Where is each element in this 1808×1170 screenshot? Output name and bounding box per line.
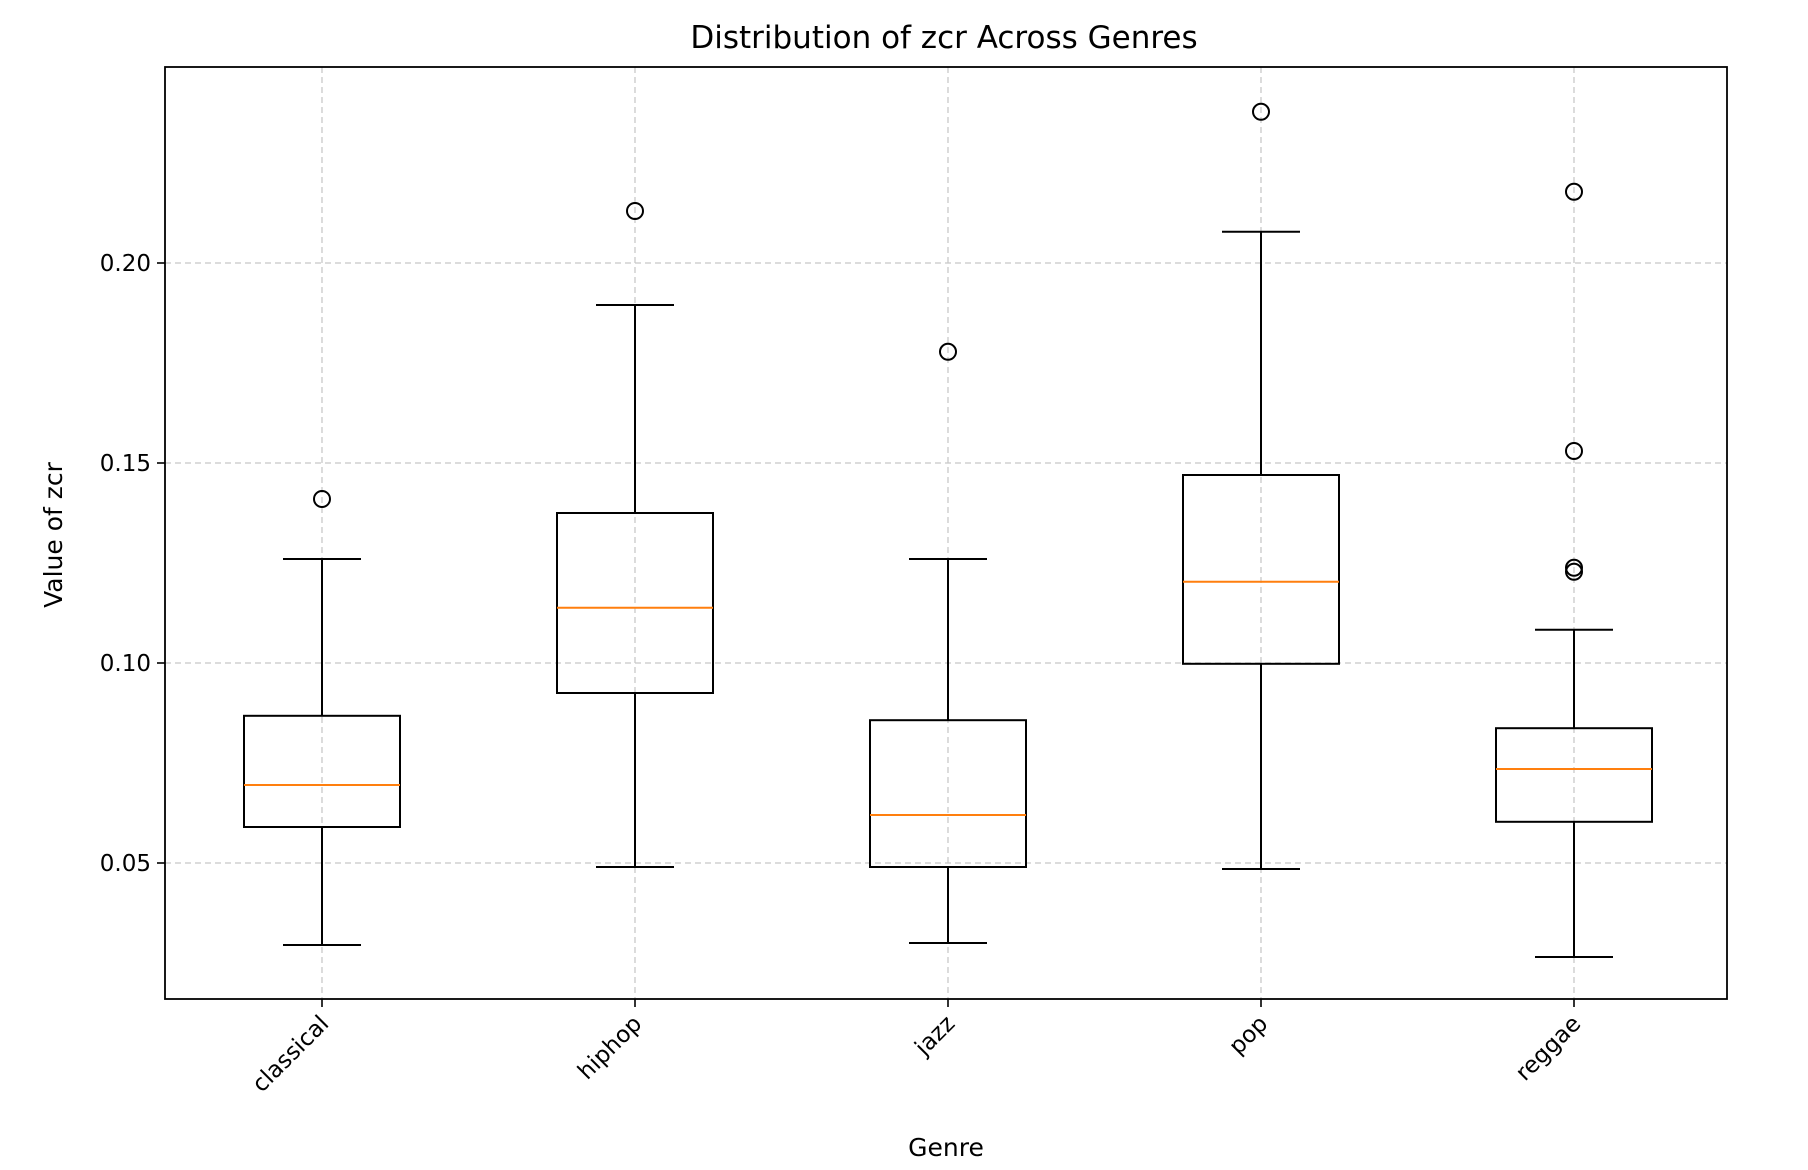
y-tick-label: 0.10 — [100, 651, 151, 677]
x-axis-label: Genre — [908, 1133, 984, 1162]
x-tick-label: reggae — [1511, 1011, 1586, 1086]
iqr-box — [1182, 474, 1340, 665]
box-group-hiphop — [556, 202, 714, 868]
boxes-layer — [243, 102, 1653, 958]
plot-frame — [164, 66, 1728, 1000]
box-group-reggae — [1495, 182, 1653, 958]
outlier-point — [939, 342, 957, 361]
chart-title: Distribution of zcr Across Genres — [690, 20, 1197, 56]
y-tick-label: 0.15 — [100, 451, 151, 477]
y-tick-label: 0.20 — [100, 251, 151, 277]
box-group-classical — [243, 490, 401, 946]
iqr-box — [1495, 727, 1653, 823]
y-axis-label: Value of zcr — [39, 461, 68, 608]
x-tick-label: classical — [248, 1011, 335, 1098]
iqr-box — [556, 512, 714, 694]
grid-layer — [165, 67, 1727, 999]
box-group-jazz — [869, 342, 1027, 944]
box-group-pop — [1182, 102, 1340, 870]
x-tick-label: pop — [1224, 1011, 1273, 1060]
outlier-point — [313, 490, 331, 508]
x-tick-label: hiphop — [573, 1011, 647, 1085]
outlier-point — [626, 202, 644, 220]
iqr-box — [243, 714, 401, 828]
y-tick-label: 0.05 — [100, 851, 151, 877]
x-tick-label: jazz — [910, 1011, 961, 1062]
outlier-point — [1565, 558, 1583, 577]
iqr-box — [869, 719, 1027, 869]
outlier-point — [1565, 442, 1583, 460]
outlier-point — [1252, 102, 1270, 121]
outlier-point — [1565, 182, 1583, 201]
